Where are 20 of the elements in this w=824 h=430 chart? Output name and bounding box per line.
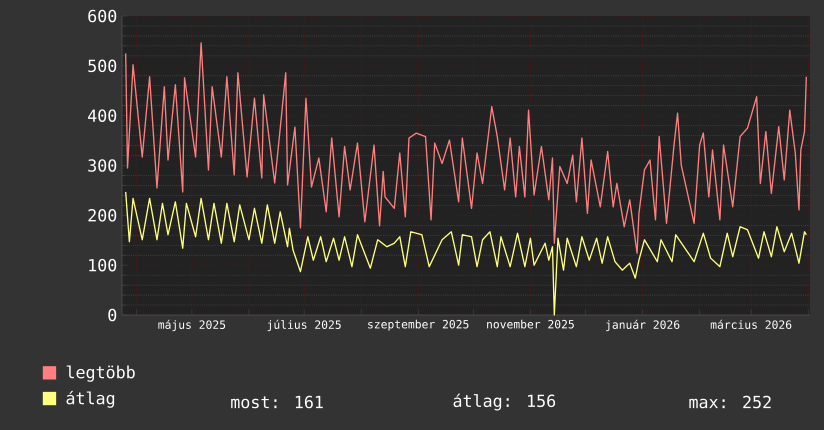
x-tick-label: július 2025 xyxy=(268,320,341,332)
text: max: 252 xyxy=(689,396,771,408)
x-tick-label: szeptember 2025 xyxy=(368,320,468,331)
x-tick-label: január 2026 xyxy=(606,320,680,332)
y-tick-label: 600 xyxy=(88,10,116,22)
text: átlag: 156 xyxy=(454,394,556,410)
y-tick-label: 500 xyxy=(88,60,116,72)
legend-label: átlag xyxy=(66,390,114,408)
y-tick-label: 200 xyxy=(88,209,116,222)
y-tick-label: 100 xyxy=(89,258,116,272)
legend-label: legtöbb xyxy=(66,365,135,382)
x-tick-label: november 2025 xyxy=(487,320,574,328)
y-tick-label: 300 xyxy=(88,159,116,172)
y-tick-label: 0 xyxy=(108,308,116,322)
line-series xyxy=(125,191,807,316)
text: most: 161 xyxy=(231,396,323,408)
x-tick-label: május 2025 xyxy=(158,320,226,332)
x-tick-label: március 2026 xyxy=(710,320,792,329)
line-series xyxy=(125,42,807,254)
y-tick-label: 400 xyxy=(88,109,116,122)
